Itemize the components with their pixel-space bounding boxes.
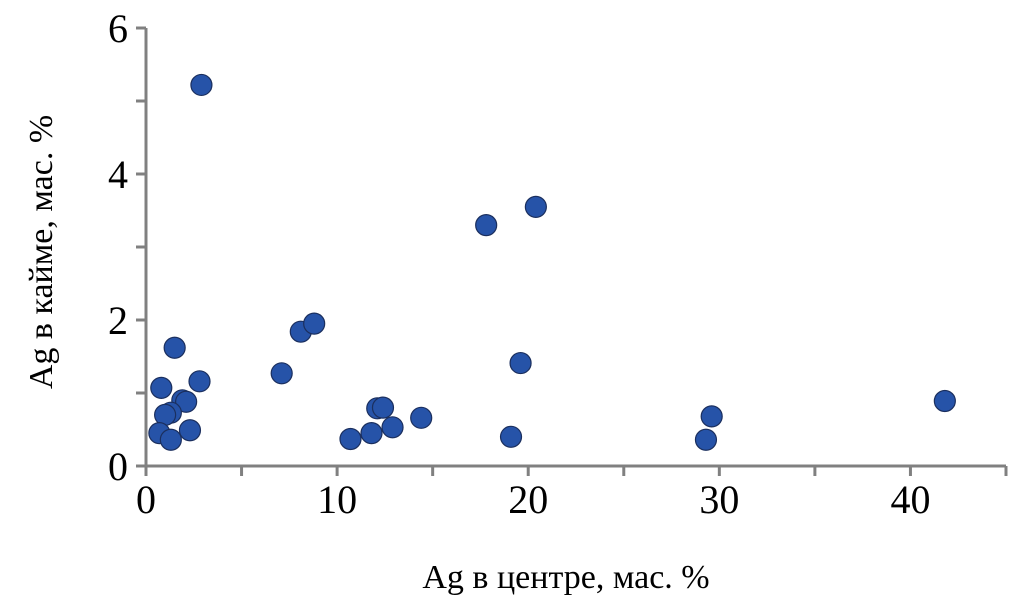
- x-tick-label: 40: [890, 477, 930, 522]
- data-point: [178, 419, 202, 442]
- y-tick-label: 6: [108, 6, 128, 51]
- data-point: [339, 427, 362, 451]
- data-point: [150, 376, 173, 399]
- y-axis-label: Ag в кайме, мас. %: [23, 115, 60, 389]
- y-tick-label: 2: [108, 298, 128, 343]
- data-point: [524, 195, 547, 218]
- y-tick-label: 4: [108, 152, 128, 197]
- data-point: [270, 362, 293, 385]
- data-point: [303, 312, 326, 335]
- y-tick-label: 0: [108, 444, 128, 489]
- data-point: [175, 390, 198, 413]
- data-point: [159, 428, 182, 451]
- data-point: [509, 351, 532, 375]
- data-point: [188, 370, 211, 393]
- x-axis-label: Ag в центре, мас. %: [422, 559, 709, 596]
- tick-labels: 0 10 20 30 40 0 2 4 6: [108, 6, 930, 522]
- data-point: [933, 389, 956, 413]
- data-point: [499, 425, 523, 448]
- data-point: [381, 416, 404, 439]
- axes: [136, 26, 1008, 476]
- data-point: [410, 406, 433, 429]
- data-point: [163, 336, 186, 359]
- x-tick-label: 20: [508, 477, 548, 522]
- data-point: [360, 422, 383, 445]
- data-points: [148, 73, 956, 451]
- data-point: [700, 405, 723, 428]
- x-tick-label: 10: [317, 477, 357, 522]
- data-point: [475, 214, 498, 237]
- data-point: [371, 396, 395, 419]
- data-point: [694, 428, 718, 451]
- x-tick-label: 0: [136, 477, 156, 522]
- data-point: [190, 73, 213, 97]
- x-tick-label: 30: [699, 477, 739, 522]
